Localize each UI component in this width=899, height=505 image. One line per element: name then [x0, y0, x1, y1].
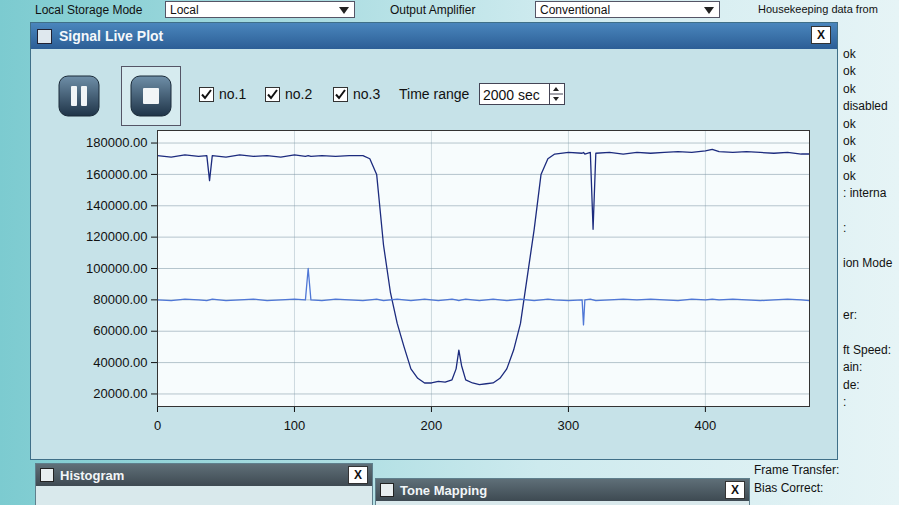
html-text:ok: ok [843, 168, 856, 183]
html-text:Bias Correct:: Bias Correct: [754, 481, 824, 495]
html-text:Tone Mapping: Tone Mapping [400, 483, 488, 498]
html-text:X: X [817, 28, 825, 42]
svg-text:40000.00: 40000.00 [93, 355, 147, 370]
html-text:Signal Live Plot: Signal Live Plot [59, 28, 164, 44]
html-text:: interna: : interna [843, 186, 887, 201]
svg-text:300: 300 [558, 418, 580, 433]
svg-text:120000.00: 120000.00 [86, 229, 147, 244]
html-text:ok: ok [843, 81, 856, 96]
html-text:ok: ok [843, 134, 856, 148]
html-text:de:: de: [843, 377, 860, 392]
html-text:Time range: Time range [399, 86, 470, 102]
html-text:Histogram: Histogram [60, 468, 125, 483]
svg-text:60000.00: 60000.00 [93, 323, 147, 338]
html-text:no.3: no.3 [353, 86, 381, 102]
html-text:disabled: disabled [843, 99, 888, 114]
svg-text:0: 0 [154, 418, 161, 433]
html-text:no.2: no.2 [285, 86, 313, 102]
svg-text:20000.00: 20000.00 [93, 386, 147, 401]
html-text:ion Mode: ion Mode [843, 255, 893, 270]
svg-text:400: 400 [695, 418, 717, 433]
html-text:X: X [731, 483, 739, 497]
svg-text:100: 100 [284, 418, 306, 433]
svg-text:160000.00: 160000.00 [86, 167, 147, 182]
html-text:Conventional: Conventional [540, 3, 611, 17]
html-text:Frame Transfer:: Frame Transfer: [754, 463, 840, 477]
html-text:Local: Local [170, 3, 199, 17]
html-text:ok: ok [843, 47, 856, 61]
html-text:ok: ok [843, 116, 856, 131]
html-text:Local Storage Mode: Local Storage Mode [35, 3, 143, 17]
html-text:ok: ok [843, 64, 856, 79]
html-text:no.1: no.1 [219, 86, 247, 102]
html-text:ok: ok [843, 151, 856, 166]
svg-text:180000.00: 180000.00 [86, 135, 147, 150]
html-text:2000 sec: 2000 sec [483, 87, 540, 103]
html-text:Output Amplifier: Output Amplifier [390, 3, 476, 17]
html-text:ain:: ain: [843, 360, 863, 375]
html-text:Housekeeping data from: Housekeeping data from [758, 3, 878, 15]
html-text:ft Speed:: ft Speed: [843, 342, 891, 357]
html-text:er:: er: [843, 308, 857, 322]
svg-text:80000.00: 80000.00 [93, 292, 147, 307]
svg-text:200: 200 [421, 418, 443, 433]
svg-text:140000.00: 140000.00 [86, 198, 147, 213]
html-text:X: X [354, 468, 362, 482]
svg-text:100000.00: 100000.00 [86, 261, 147, 276]
